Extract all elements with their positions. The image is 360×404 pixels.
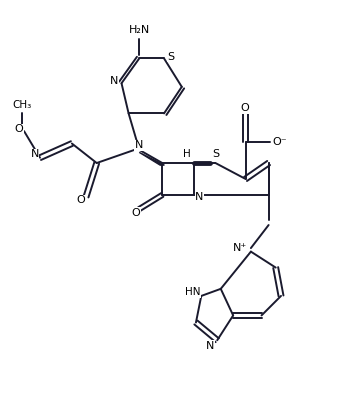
Text: H₂N: H₂N bbox=[129, 25, 150, 35]
Text: O: O bbox=[240, 103, 249, 113]
Polygon shape bbox=[139, 152, 165, 165]
Text: N⁺: N⁺ bbox=[233, 243, 247, 253]
Text: H: H bbox=[183, 149, 191, 159]
Text: N: N bbox=[110, 76, 118, 86]
Text: N: N bbox=[206, 341, 214, 351]
Text: N: N bbox=[135, 140, 143, 150]
Text: O⁻: O⁻ bbox=[272, 137, 287, 147]
Text: HN: HN bbox=[185, 287, 200, 297]
Text: O: O bbox=[14, 124, 23, 135]
Text: CH₃: CH₃ bbox=[13, 99, 32, 109]
Text: N: N bbox=[195, 191, 204, 202]
Text: S: S bbox=[167, 52, 175, 62]
Text: N: N bbox=[31, 149, 39, 159]
Text: S: S bbox=[212, 149, 219, 159]
Text: O: O bbox=[131, 208, 140, 218]
Text: O: O bbox=[76, 195, 85, 205]
